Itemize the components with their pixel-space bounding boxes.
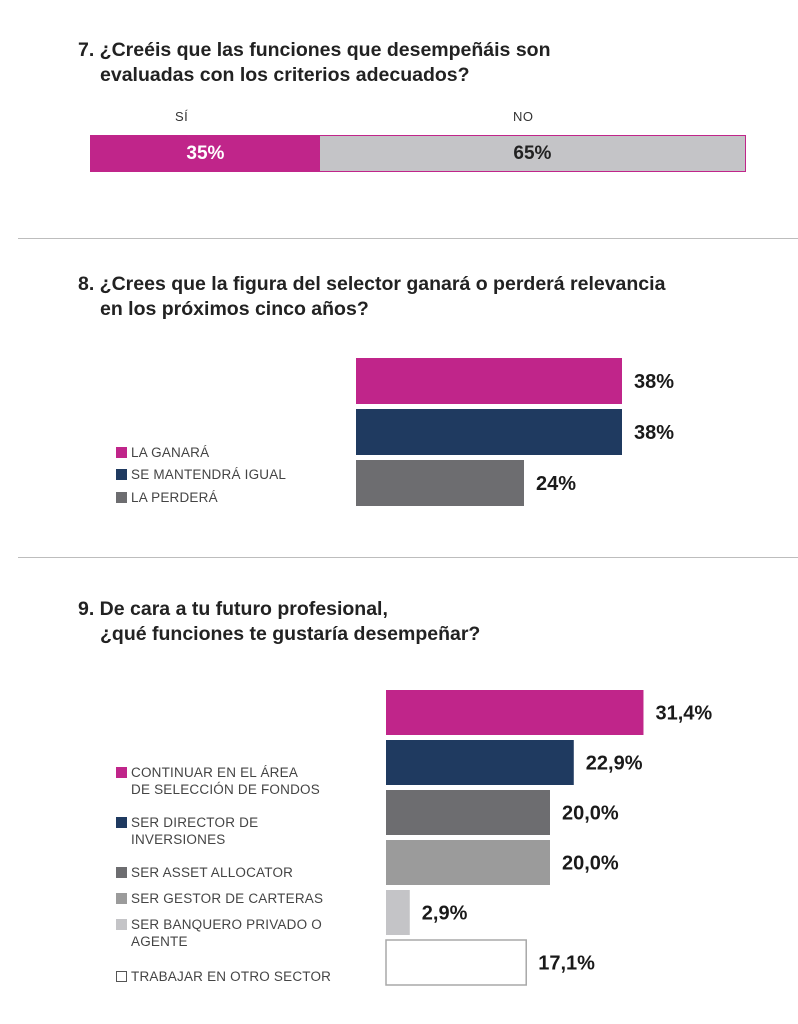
q9-bar-0	[386, 690, 644, 735]
question-8-title-line-2: en los próximos cinco años?	[100, 298, 369, 320]
q7-bar-segment-no: 65%	[319, 136, 745, 171]
q9-legend-item-1: SER DIRECTOR DE INVERSIONES	[116, 814, 258, 848]
question-9-title-line-1: 9. De cara a tu futuro profesional,	[78, 598, 388, 620]
q9-legend-swatch-1	[116, 817, 127, 828]
question-7-title-line-1: 7. ¿Creéis que las funciones que desempe…	[78, 39, 551, 61]
q8-bar-0	[356, 358, 622, 404]
q7-category-label-si: SÍ	[175, 109, 189, 124]
q9-legend-swatch-4	[116, 919, 127, 930]
q9-legend-item-4: SER BANQUERO PRIVADO O AGENTE	[116, 916, 322, 950]
q9-bar-1	[386, 740, 574, 785]
q9-legend-item-0: CONTINUAR EN EL ÁREA DE SELECCIÓN DE FOND…	[116, 764, 320, 798]
q9-value-label-3: 20,0%	[562, 853, 619, 875]
q9-value-label-1: 22,9%	[586, 753, 643, 775]
q7-value-label-si: 35%	[186, 142, 225, 164]
q7-value-label-no: 65%	[513, 142, 552, 164]
question-8-title-line-1: 8. ¿Crees que la figura del selector gan…	[78, 273, 666, 295]
q8-value-label-2: 24%	[536, 473, 576, 495]
q9-legend-swatch-3	[116, 893, 127, 904]
q8-legend-swatch-0	[116, 447, 127, 458]
q8-bar-2	[356, 460, 524, 506]
question-9-title: 9. De cara a tu futuro profesional, ¿qué…	[78, 597, 480, 647]
q9-legend-item-5: TRABAJAR EN OTRO SECTOR	[116, 968, 331, 985]
question-8-title: 8. ¿Crees que la figura del selector gan…	[78, 272, 665, 322]
q8-legend-item-1: SE MANTENDRÁ IGUAL	[116, 466, 286, 483]
question-7-title-line-2: evaluadas con los criterios adecuados?	[100, 64, 470, 86]
q9-legend-label-0: CONTINUAR EN EL ÁREA DE SELECCIÓN DE FOND…	[131, 765, 320, 797]
q8-legend-item-2: LA PERDERÁ	[116, 489, 218, 506]
q9-value-label-0: 31,4%	[655, 703, 712, 725]
q9-legend-swatch-5	[116, 971, 127, 982]
q7-bar-segment-si: 35%	[91, 136, 320, 171]
question-9-title-line-2: ¿qué funciones te gustaría desempeñar?	[100, 623, 481, 645]
question-7-title: 7. ¿Creéis que las funciones que desempe…	[78, 38, 551, 88]
q8-value-label-0: 38%	[634, 371, 674, 393]
section-divider	[18, 238, 798, 239]
q8-legend-label-0: LA GANARÁ	[131, 445, 210, 460]
section-divider	[18, 557, 798, 558]
q9-value-label-2: 20,0%	[562, 803, 619, 825]
q8-legend-label-1: SE MANTENDRÁ IGUAL	[131, 467, 287, 482]
q9-legend-label-2: SER ASSET ALLOCATOR	[131, 865, 294, 880]
q8-legend-swatch-2	[116, 492, 127, 503]
q9-bar-2	[386, 790, 550, 835]
q8-bar-1	[356, 409, 622, 455]
q8-legend-label-2: LA PERDERÁ	[131, 490, 218, 505]
q9-value-label-4: 2,9%	[422, 903, 468, 925]
q7-category-label-no: NO	[513, 109, 534, 124]
q9-legend-swatch-2	[116, 867, 127, 878]
q9-legend-label-1: SER DIRECTOR DE INVERSIONES	[131, 815, 259, 847]
q9-bar-5	[385, 939, 527, 986]
q8-legend-item-0: LA GANARÁ	[116, 444, 209, 461]
q9-legend-swatch-0	[116, 767, 127, 778]
q9-legend-item-2: SER ASSET ALLOCATOR	[116, 864, 293, 881]
q8-legend-swatch-1	[116, 469, 127, 480]
q9-legend-item-3: SER GESTOR DE CARTERAS	[116, 890, 323, 907]
q8-value-label-1: 38%	[634, 422, 674, 444]
q7-stacked-bar: 35% 65%	[90, 135, 746, 172]
q9-legend-label-3: SER GESTOR DE CARTERAS	[131, 891, 324, 906]
q9-value-label-5: 17,1%	[538, 953, 595, 975]
q9-legend-label-4: SER BANQUERO PRIVADO O AGENTE	[131, 917, 322, 949]
q9-bar-4	[386, 890, 410, 935]
q9-legend-label-5: TRABAJAR EN OTRO SECTOR	[131, 969, 332, 984]
q9-bar-3	[386, 840, 550, 885]
